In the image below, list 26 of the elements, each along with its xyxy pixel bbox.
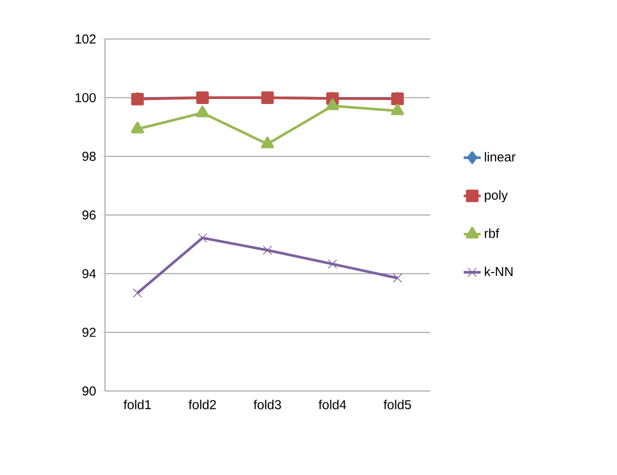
point (132, 288, 142, 298)
point (391, 104, 404, 116)
y-tick-label: 90 (82, 386, 96, 396)
y-tick-label: 94 (82, 269, 96, 278)
x-tick-label: fold2 (188, 400, 216, 410)
x-tick-label: fold1 (124, 400, 151, 410)
point (392, 273, 402, 283)
point (328, 259, 338, 269)
x-tick-label: fold4 (318, 400, 346, 410)
point (262, 246, 272, 255)
y-tick-label: 100 (76, 93, 96, 102)
legend-label: rbf (484, 228, 500, 238)
point (326, 98, 339, 110)
y-tick-label: 98 (82, 152, 96, 161)
y-tick-label: 102 (76, 34, 96, 44)
point (131, 122, 144, 134)
y-tick-label: 96 (82, 210, 96, 220)
point (261, 136, 274, 148)
x-tick-label: fold5 (384, 400, 411, 410)
legend-label: poly (484, 190, 508, 202)
point (198, 233, 208, 243)
legend-label: k-NN (484, 266, 512, 276)
y-tick-label: 92 (82, 328, 96, 337)
point (196, 106, 209, 118)
legend-label: linear (484, 152, 516, 162)
x-tick-label: fold3 (254, 400, 281, 410)
